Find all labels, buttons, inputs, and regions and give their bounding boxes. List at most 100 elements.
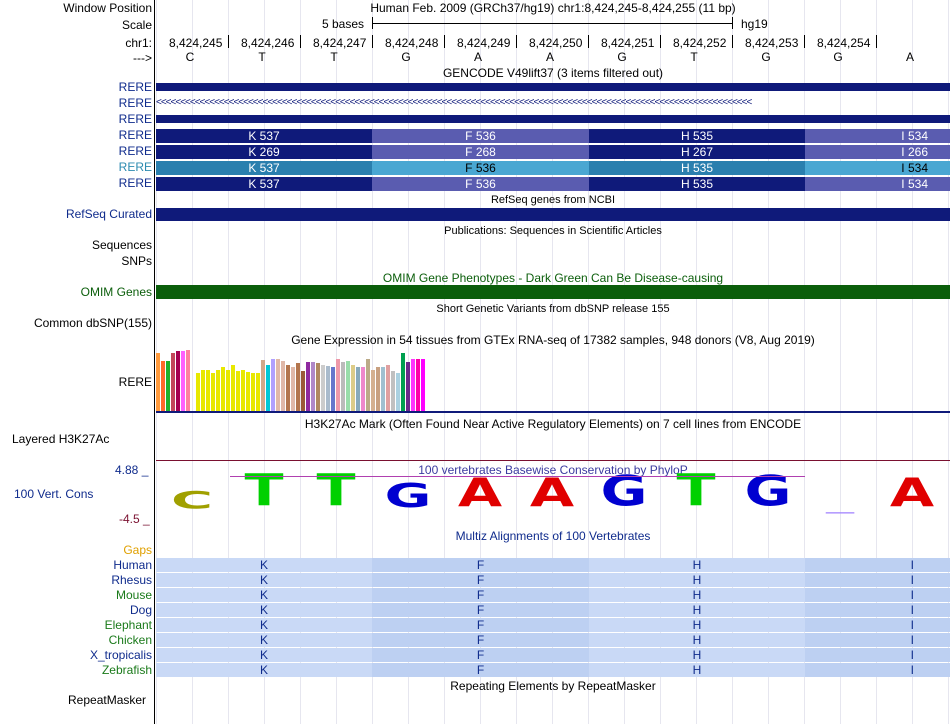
gencode-aa-segment[interactable]: K 537 xyxy=(156,129,372,143)
gtex-tissue-bar[interactable] xyxy=(306,362,310,411)
multiz-species-label[interactable]: Mouse xyxy=(115,588,152,602)
multiz-aa-cell[interactable]: F xyxy=(372,663,589,677)
multiz-aa-cell[interactable]: I xyxy=(805,633,950,647)
gtex-tissue-bar[interactable] xyxy=(281,361,285,411)
h3k27ac-label[interactable]: Layered H3K27Ac xyxy=(12,432,110,446)
gencode-row-label[interactable]: RERE xyxy=(118,128,152,142)
multiz-aa-cell[interactable]: I xyxy=(805,573,950,587)
gencode-title[interactable]: GENCODE V49lift37 (3 items filtered out) xyxy=(442,66,664,80)
gtex-tissue-bar[interactable] xyxy=(406,362,410,411)
gencode-row-label[interactable]: RERE xyxy=(118,96,152,110)
gencode-row-label[interactable]: RERE xyxy=(118,160,152,174)
multiz-species-label[interactable]: Chicken xyxy=(108,633,152,647)
gtex-tissue-bar[interactable] xyxy=(346,361,350,411)
gtex-tissue-bar[interactable] xyxy=(411,359,415,411)
gtex-tissue-bar[interactable] xyxy=(256,373,260,411)
refseq-label[interactable]: RefSeq Curated xyxy=(65,207,152,221)
multiz-aa-cell[interactable]: K xyxy=(156,633,372,647)
multiz-aa-cell[interactable]: F xyxy=(372,633,589,647)
gencode-row-label[interactable]: RERE xyxy=(118,112,152,126)
gencode-aa-segment[interactable]: K 269 xyxy=(156,145,372,159)
multiz-species-label[interactable]: Rhesus xyxy=(111,573,152,587)
gtex-tissue-bar[interactable] xyxy=(356,367,360,411)
gtex-tissue-bar[interactable] xyxy=(291,367,295,411)
gencode-aa-segment[interactable]: F 536 xyxy=(372,129,589,143)
cons-label[interactable]: 100 Vert. Cons xyxy=(14,487,94,501)
gencode-aa-segment[interactable]: I 534 xyxy=(805,177,950,191)
gtex-tissue-bar[interactable] xyxy=(351,365,355,411)
gtex-tissue-bar[interactable] xyxy=(311,362,315,411)
gtex-tissue-bar[interactable] xyxy=(316,363,320,411)
gencode-row-label[interactable]: RERE xyxy=(118,176,152,190)
multiz-species-label[interactable]: Elephant xyxy=(104,618,152,632)
gtex-tissue-bar[interactable] xyxy=(341,362,345,411)
gtex-tissue-bar[interactable] xyxy=(166,361,170,411)
gencode-aa-segment[interactable]: H 535 xyxy=(589,161,805,175)
gtex-tissue-bar[interactable] xyxy=(231,365,235,411)
gtex-tissue-bar[interactable] xyxy=(421,359,425,411)
gtex-tissue-bar[interactable] xyxy=(206,370,210,411)
h3k27ac-title[interactable]: H3K27Ac Mark (Often Found Near Active Re… xyxy=(304,417,802,431)
multiz-species-label[interactable]: X_tropicalis xyxy=(89,648,152,662)
gtex-tissue-bar[interactable] xyxy=(176,351,180,411)
gtex-tissue-bar[interactable] xyxy=(216,370,220,411)
gtex-tissue-bar[interactable] xyxy=(161,361,165,411)
multiz-aa-cell[interactable]: H xyxy=(589,603,805,617)
gtex-tissue-bar[interactable] xyxy=(266,365,270,411)
multiz-aa-cell[interactable]: K xyxy=(156,558,372,572)
multiz-aa-cell[interactable]: K xyxy=(156,603,372,617)
multiz-aa-cell[interactable]: I xyxy=(805,648,950,662)
gencode-row-label[interactable]: RERE xyxy=(118,80,152,94)
multiz-aa-cell[interactable]: H xyxy=(589,648,805,662)
multiz-aa-cell[interactable]: K xyxy=(156,618,372,632)
gtex-tissue-bar[interactable] xyxy=(286,365,290,411)
gencode-aa-segment[interactable]: K 537 xyxy=(156,177,372,191)
multiz-aa-cell[interactable]: F xyxy=(372,573,589,587)
multiz-aa-cell[interactable]: K xyxy=(156,663,372,677)
multiz-species-label[interactable]: Human xyxy=(113,558,152,572)
gencode-aa-segment[interactable]: F 536 xyxy=(372,177,589,191)
gtex-tissue-bar[interactable] xyxy=(366,359,370,411)
multiz-aa-cell[interactable]: I xyxy=(805,618,950,632)
multiz-aa-cell[interactable]: K xyxy=(156,588,372,602)
multiz-aa-cell[interactable]: H xyxy=(589,558,805,572)
gencode-aa-segment[interactable]: I 534 xyxy=(805,161,950,175)
multiz-title[interactable]: Multiz Alignments of 100 Vertebrates xyxy=(455,529,651,543)
gtex-tissue-bar[interactable] xyxy=(276,359,280,411)
gtex-tissue-bar[interactable] xyxy=(376,367,380,411)
gencode-row-label[interactable]: RERE xyxy=(118,144,152,158)
multiz-aa-cell[interactable]: I xyxy=(805,603,950,617)
gencode-transcript-bar[interactable]: K 537 F 536 H 535 I 534 xyxy=(156,177,950,191)
gtex-tissue-bar[interactable] xyxy=(226,370,230,411)
multiz-aa-cell[interactable]: H xyxy=(589,663,805,677)
gencode-transcript-bar[interactable]: <<<<<<<<<<<<<<<<<<<<<<<<<<<<<<<<<<<<<<<<… xyxy=(156,97,752,108)
publications-title[interactable]: Publications: Sequences in Scientific Ar… xyxy=(444,225,662,237)
gtex-title[interactable]: Gene Expression in 54 tissues from GTEx … xyxy=(291,333,815,347)
gencode-aa-segment[interactable]: H 535 xyxy=(589,129,805,143)
gtex-tissue-bar[interactable] xyxy=(241,370,245,411)
gtex-tissue-bar[interactable] xyxy=(211,373,215,411)
gtex-tissue-bar[interactable] xyxy=(221,367,225,411)
gencode-aa-segment[interactable]: H 535 xyxy=(589,177,805,191)
gtex-tissue-bar[interactable] xyxy=(401,353,405,411)
gtex-tissue-bar[interactable] xyxy=(246,372,250,411)
multiz-aa-cell[interactable]: H xyxy=(589,573,805,587)
multiz-aa-cell[interactable]: F xyxy=(372,618,589,632)
gencode-transcript-bar[interactable]: K 537 F 536 H 535 I 534 xyxy=(156,129,950,143)
gtex-tissue-bar[interactable] xyxy=(181,351,185,411)
dbsnp-title[interactable]: Short Genetic Variants from dbSNP releas… xyxy=(436,303,670,315)
gencode-transcript-bar[interactable] xyxy=(156,83,950,91)
gaps-label[interactable]: Gaps xyxy=(123,543,152,557)
gtex-tissue-bar[interactable] xyxy=(321,365,325,411)
gtex-tissue-bar[interactable] xyxy=(381,367,385,411)
omim-gene-bar[interactable] xyxy=(156,285,950,299)
snps-label[interactable]: SNPs xyxy=(121,254,152,268)
cons-title[interactable]: 100 vertebrates Basewise Conservation by… xyxy=(418,463,688,477)
sequences-label[interactable]: Sequences xyxy=(91,238,152,252)
gencode-transcript-bar[interactable] xyxy=(156,115,950,123)
gtex-tissue-bar[interactable] xyxy=(371,370,375,411)
gencode-transcript-bar[interactable]: K 537 F 536 H 535 I 534 xyxy=(156,161,950,175)
multiz-aa-cell[interactable]: K xyxy=(156,648,372,662)
multiz-species-label[interactable]: Zebrafish xyxy=(101,663,152,677)
gencode-aa-segment[interactable]: F 268 xyxy=(372,145,589,159)
